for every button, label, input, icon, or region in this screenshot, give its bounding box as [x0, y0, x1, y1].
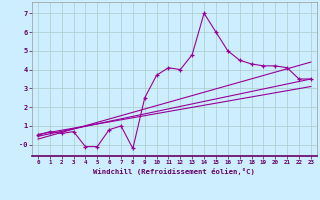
X-axis label: Windchill (Refroidissement éolien,°C): Windchill (Refroidissement éolien,°C)	[93, 168, 255, 175]
